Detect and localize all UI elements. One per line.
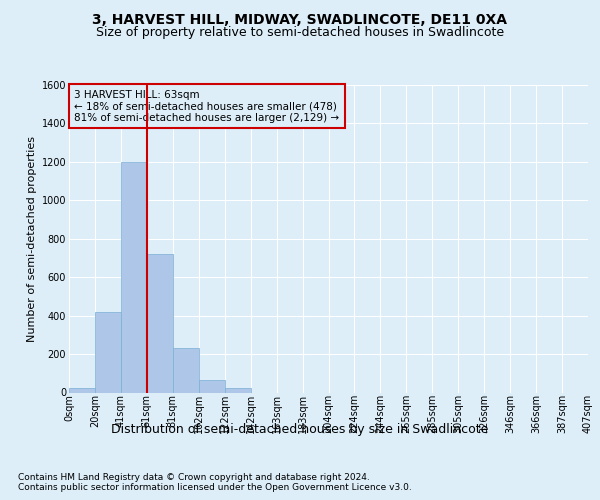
- Bar: [121, 162, 147, 392]
- Text: 3 HARVEST HILL: 63sqm
← 18% of semi-detached houses are smaller (478)
81% of sem: 3 HARVEST HILL: 63sqm ← 18% of semi-deta…: [74, 90, 340, 123]
- Bar: [199, 380, 224, 392]
- Text: 3, HARVEST HILL, MIDWAY, SWADLINCOTE, DE11 0XA: 3, HARVEST HILL, MIDWAY, SWADLINCOTE, DE…: [92, 12, 508, 26]
- Y-axis label: Number of semi-detached properties: Number of semi-detached properties: [28, 136, 37, 342]
- Text: Size of property relative to semi-detached houses in Swadlincote: Size of property relative to semi-detach…: [96, 26, 504, 39]
- Bar: [173, 348, 199, 393]
- Bar: [225, 388, 251, 392]
- Bar: [95, 312, 121, 392]
- Bar: [69, 388, 95, 392]
- Text: Contains HM Land Registry data © Crown copyright and database right 2024.: Contains HM Land Registry data © Crown c…: [18, 472, 370, 482]
- Text: Contains public sector information licensed under the Open Government Licence v3: Contains public sector information licen…: [18, 484, 412, 492]
- Bar: [147, 254, 173, 392]
- Text: Distribution of semi-detached houses by size in Swadlincote: Distribution of semi-detached houses by …: [112, 422, 488, 436]
